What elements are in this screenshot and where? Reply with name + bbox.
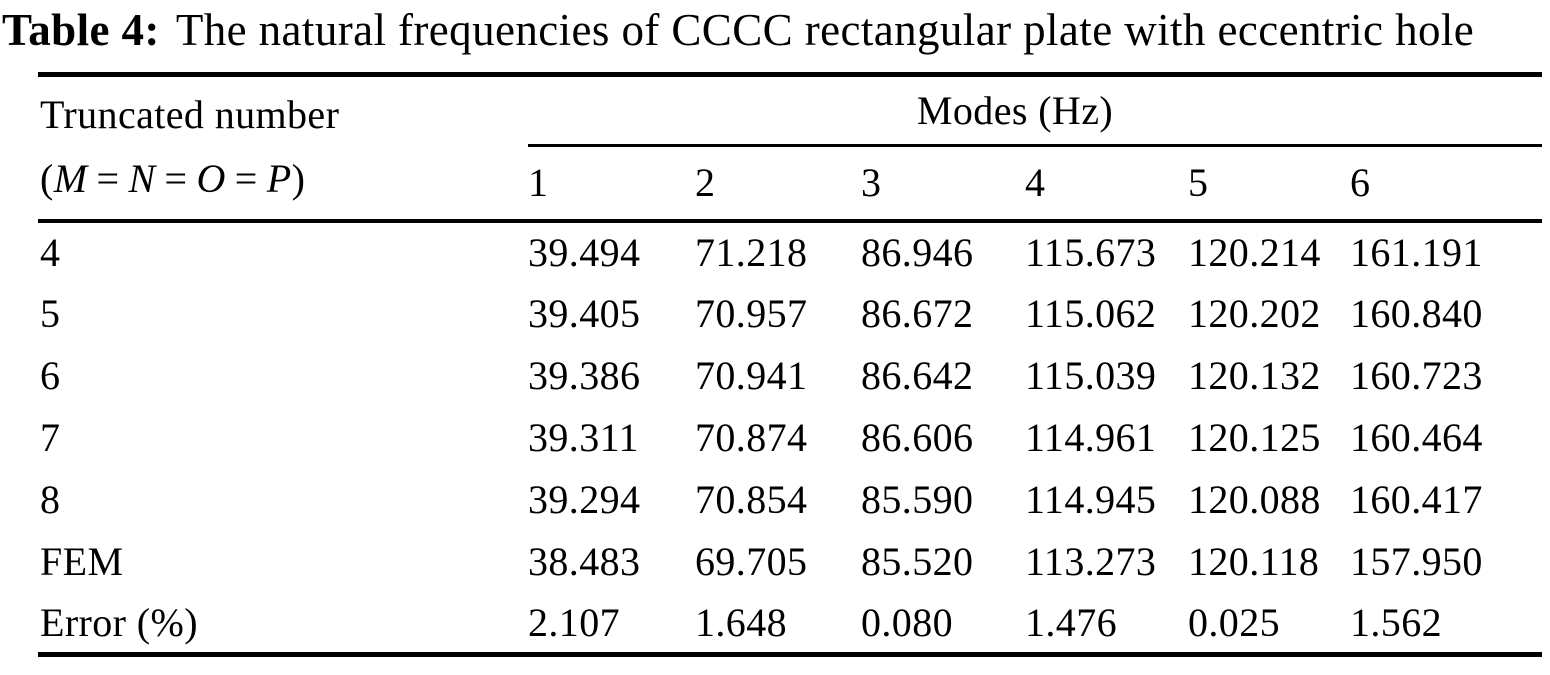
table-row-truncated-5: 5 39.405 70.957 86.672 115.062 120.202 1… bbox=[38, 283, 1542, 345]
table-row-fem: FEM 38.483 69.705 85.520 113.273 120.118… bbox=[38, 531, 1542, 593]
cell-mode-6: 157.950 bbox=[1350, 539, 1483, 584]
row-label: Error (%) bbox=[40, 599, 198, 645]
header-row-top: Truncated number (M = N = O = P) Modes (Hz) bbox=[38, 74, 1543, 223]
cell-mode-2: 71.218 bbox=[695, 230, 808, 275]
cell-mode-1: 38.483 bbox=[528, 539, 641, 584]
math-var-p: P bbox=[266, 156, 292, 201]
mode-column-4: 4 bbox=[1025, 145, 1188, 223]
cell-mode-1: 39.311 bbox=[528, 415, 639, 460]
cell-mode-4: 114.961 bbox=[1025, 415, 1157, 460]
table-row-truncated-4: 4 39.494 71.218 86.946 115.673 120.214 1… bbox=[38, 221, 1542, 283]
table-row-truncated-7: 7 39.311 70.874 86.606 114.961 120.125 1… bbox=[38, 407, 1542, 469]
cell-mode-5: 120.214 bbox=[1188, 230, 1321, 275]
cell-mode-1: 2.107 bbox=[528, 599, 620, 645]
natural-frequencies-table: Truncated number (M = N = O = P) Modes (Hz) 1 … bbox=[38, 72, 1543, 657]
row-label: 8 bbox=[40, 477, 61, 522]
mode-column-2: 2 bbox=[695, 145, 861, 223]
cell-mode-1: 39.294 bbox=[528, 477, 641, 522]
cell-mode-6: 160.723 bbox=[1350, 353, 1483, 398]
modes-header: Modes (Hz) bbox=[528, 74, 1543, 147]
cell-mode-1: 39.494 bbox=[528, 230, 641, 275]
table-header: Truncated number (M = N = O = P) Modes (Hz) 1 … bbox=[38, 74, 1543, 223]
cell-mode-5: 120.125 bbox=[1188, 415, 1321, 460]
cell-mode-1: 39.386 bbox=[528, 353, 641, 398]
cell-mode-4: 115.673 bbox=[1025, 230, 1157, 275]
cell-mode-2: 69.705 bbox=[695, 539, 808, 584]
column-header-truncated-number: Truncated number (M = N = O = P) bbox=[38, 74, 528, 223]
cell-mode-6: 160.840 bbox=[1350, 291, 1483, 336]
table-row-error-percent: Error (%) 2.107 1.648 0.080 1.476 0.025 … bbox=[38, 593, 1542, 655]
cell-mode-2: 70.957 bbox=[695, 291, 808, 336]
cell-mode-4: 1.476 bbox=[1025, 599, 1117, 645]
table-body: 4 39.494 71.218 86.946 115.673 120.214 1… bbox=[38, 221, 1542, 655]
row-label: 6 bbox=[40, 353, 61, 398]
cell-mode-6: 161.191 bbox=[1350, 230, 1483, 275]
table-caption-text: The natural frequencies of CCCC rectangu… bbox=[175, 5, 1475, 55]
cell-mode-2: 70.854 bbox=[695, 477, 808, 522]
truncated-number-label: Truncated number bbox=[40, 92, 340, 137]
cell-mode-4: 115.062 bbox=[1025, 291, 1157, 336]
table-row-truncated-6: 6 39.386 70.941 86.642 115.039 120.132 1… bbox=[38, 345, 1542, 407]
paren-close: ) bbox=[291, 156, 306, 201]
cell-mode-4: 113.273 bbox=[1025, 539, 1157, 584]
cell-mode-3: 86.606 bbox=[861, 415, 974, 460]
row-label: 5 bbox=[40, 291, 61, 336]
cell-mode-2: 70.941 bbox=[695, 353, 808, 398]
paren-open: ( bbox=[40, 156, 54, 201]
cell-mode-4: 115.039 bbox=[1025, 353, 1157, 398]
cell-mode-5: 120.202 bbox=[1188, 291, 1321, 336]
row-label: FEM bbox=[40, 539, 124, 584]
math-var-m: M bbox=[53, 156, 88, 201]
header-row-mode-numbers: 1 2 3 4 5 6 bbox=[38, 145, 1543, 223]
row-label: 7 bbox=[40, 415, 61, 460]
cell-mode-6: 160.464 bbox=[1350, 415, 1483, 460]
equals-sign: = bbox=[234, 156, 258, 201]
cell-mode-1: 39.405 bbox=[528, 291, 641, 336]
table-caption: Table 4: The natural frequencies of CCCC … bbox=[0, 0, 1550, 56]
truncated-number-formula: (M = N = O = P) bbox=[40, 156, 305, 201]
equals-sign: = bbox=[164, 156, 188, 201]
cell-mode-3: 86.946 bbox=[861, 230, 974, 275]
cell-mode-4: 114.945 bbox=[1025, 477, 1157, 522]
cell-mode-5: 120.132 bbox=[1188, 353, 1321, 398]
equals-sign: = bbox=[96, 156, 120, 201]
math-var-o: O bbox=[196, 156, 226, 201]
mode-column-1: 1 bbox=[528, 145, 695, 223]
mode-column-6: 6 bbox=[1350, 145, 1543, 223]
mode-column-5: 5 bbox=[1188, 145, 1350, 223]
cell-mode-3: 86.672 bbox=[861, 291, 974, 336]
cell-mode-3: 0.080 bbox=[861, 599, 953, 645]
table-caption-label: Table 4: bbox=[2, 5, 160, 55]
table-row-truncated-8: 8 39.294 70.854 85.590 114.945 120.088 1… bbox=[38, 469, 1542, 531]
cell-mode-2: 70.874 bbox=[695, 415, 808, 460]
cell-mode-3: 86.642 bbox=[861, 353, 974, 398]
cell-mode-5: 120.118 bbox=[1188, 539, 1320, 584]
row-label: 4 bbox=[40, 230, 61, 275]
mode-column-3: 3 bbox=[861, 145, 1025, 223]
cell-mode-3: 85.590 bbox=[861, 477, 974, 522]
cell-mode-2: 1.648 bbox=[695, 599, 787, 645]
cell-mode-6: 1.562 bbox=[1350, 599, 1442, 645]
cell-mode-5: 120.088 bbox=[1188, 477, 1321, 522]
math-var-n: N bbox=[128, 156, 156, 201]
cell-mode-3: 85.520 bbox=[861, 539, 974, 584]
cell-mode-6: 160.417 bbox=[1350, 477, 1483, 522]
cell-mode-5: 0.025 bbox=[1188, 599, 1280, 645]
